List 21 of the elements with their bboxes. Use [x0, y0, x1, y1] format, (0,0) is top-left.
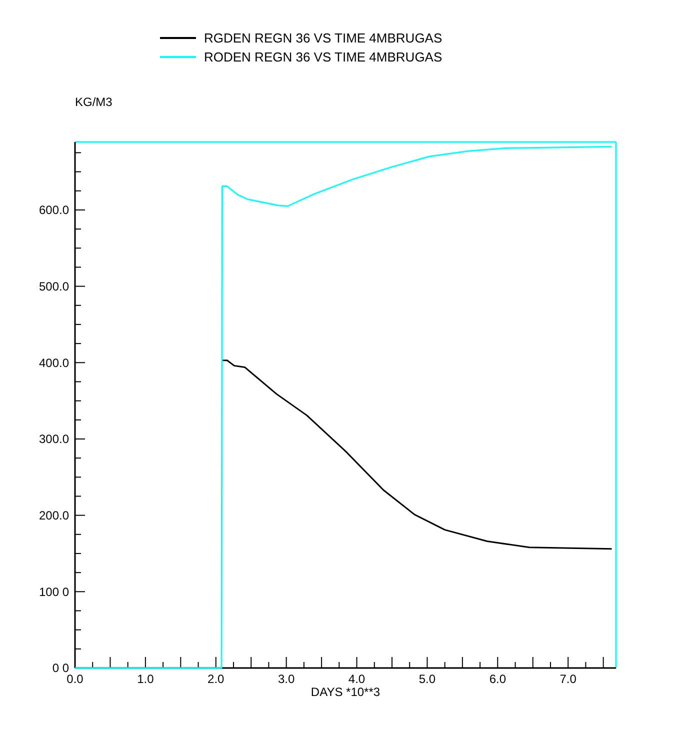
x-tick-label: 2.0	[208, 672, 225, 686]
y-tick-label: 300.0	[38, 432, 70, 446]
x-tick-label: 0.0	[66, 672, 84, 686]
x-tick-label: 1.0	[137, 672, 154, 686]
y-tick-label: 400.0	[38, 356, 70, 370]
x-tick-label: 3.0	[278, 672, 295, 686]
x-tick-label: 4.0	[348, 672, 366, 686]
x-tick-label: 7.0	[560, 672, 577, 686]
y-axis-title: KG/M3	[75, 95, 113, 109]
y-tick-label: 100 0	[38, 584, 70, 599]
x-axis-title: DAYS *10**3	[310, 685, 380, 699]
line-series	[221, 360, 613, 550]
x-tick-label: 6.0	[489, 672, 506, 686]
y-tick-label: 500.0	[38, 279, 70, 294]
x-tick-label: 5.0	[418, 672, 436, 686]
legend-label: RGDEN REGN 36 VS TIME 4MBRUGAS	[204, 30, 442, 46]
y-tick-label: 0 0	[52, 661, 70, 676]
y-tick-label: 600.0	[38, 203, 70, 218]
line-series	[74, 146, 613, 669]
y-tick-label: 200.0	[38, 508, 70, 523]
legend-label: RODEN REGN 36 VS TIME 4MBRUGAS	[204, 50, 442, 65]
